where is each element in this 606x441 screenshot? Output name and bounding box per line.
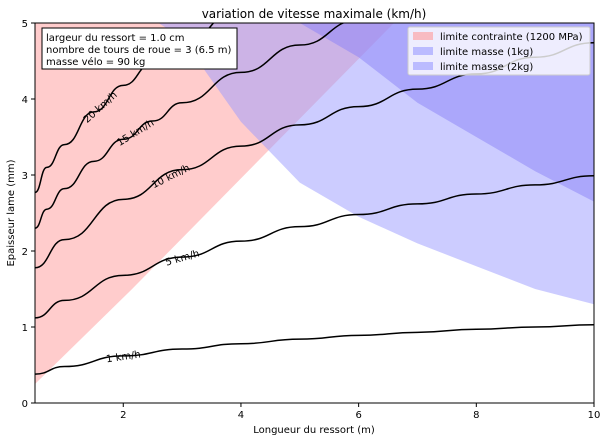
legend-label: limite contrainte (1200 MPa) [440, 32, 583, 43]
contour-line [35, 323, 594, 375]
x-tick-label: 8 [473, 410, 479, 421]
x-tick-label: 10 [588, 410, 601, 421]
legend-swatch [413, 62, 433, 70]
region-area [158, 23, 594, 305]
legend-label: limite masse (1kg) [440, 47, 533, 58]
x-axis-ticks: 2 4 6 8 10 [120, 403, 600, 421]
plot-frame [34, 22, 595, 404]
x-tick-label: 2 [120, 410, 126, 421]
contour-label: 1 km/h [105, 349, 141, 365]
y-axis-ticks: 0 1 2 3 4 5 [22, 19, 35, 410]
y-tick-label: 4 [22, 95, 28, 106]
legend-swatch [413, 32, 433, 40]
x-tick-label: 4 [238, 410, 244, 421]
y-axis-label: Epaisseur lame (mm) [6, 159, 17, 266]
contour-line [35, 23, 346, 229]
legend-swatch [413, 47, 433, 55]
y-tick-label: 3 [22, 171, 28, 182]
chart-title: variation de vitesse maximale (km/h) [202, 7, 427, 21]
legend-frame [407, 26, 591, 76]
x-tick-label: 6 [355, 410, 361, 421]
annotation-line: nombre de tours de roue = 3 (6.5 m) [46, 45, 232, 56]
annotation-line: largeur du ressort = 1.0 cm [46, 33, 185, 44]
y-tick-label: 0 [22, 399, 28, 410]
y-tick-label: 1 [22, 323, 28, 334]
legend-label: limite masse (2kg) [440, 62, 533, 73]
contour-line [35, 175, 594, 319]
y-tick-label: 5 [22, 19, 28, 30]
y-tick-label: 2 [22, 247, 28, 258]
annotation-line: masse vélo = 90 kg [46, 56, 145, 68]
x-axis-label: Longueur du ressort (m) [253, 425, 375, 436]
annotation-box: largeur du ressort = 1.0 cm nombre de to… [41, 27, 238, 70]
legend: limite contrainte (1200 MPa) limite mass… [407, 26, 591, 76]
annotation-frame [41, 27, 238, 70]
